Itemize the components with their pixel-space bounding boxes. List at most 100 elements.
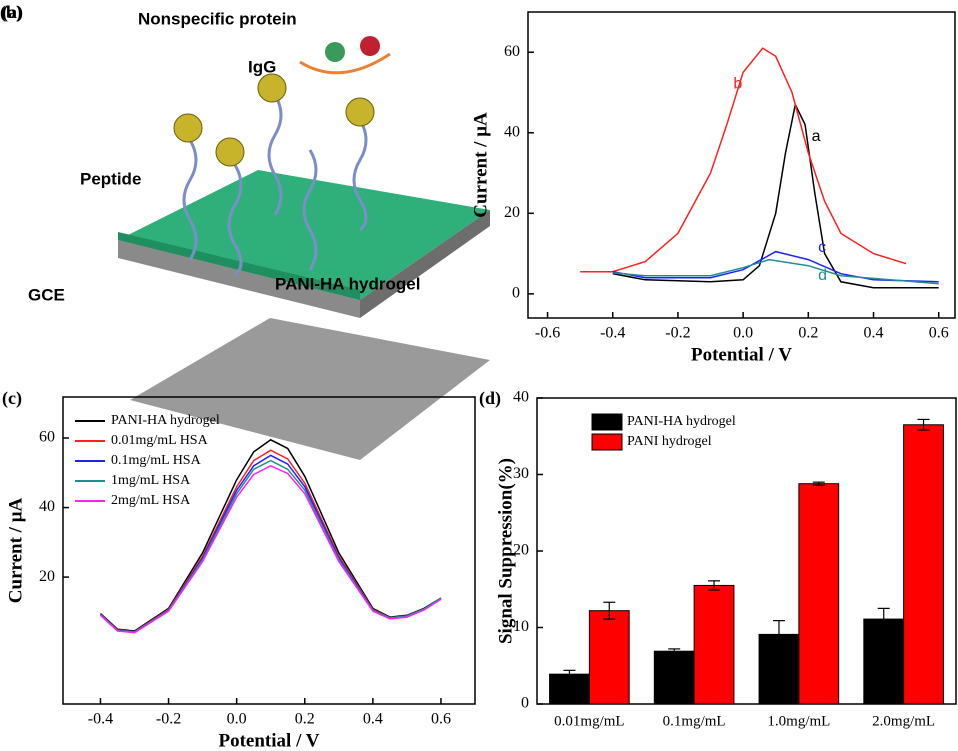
legend-label: 2mg/mL HSA bbox=[111, 493, 191, 508]
x-tick-label: 0.0 bbox=[733, 325, 753, 342]
x-axis-label: Potential / V bbox=[691, 344, 792, 365]
error-bar bbox=[877, 607, 890, 631]
y-tick-label: 40 bbox=[504, 123, 520, 140]
panel-label: (c) bbox=[2, 388, 22, 409]
legend-label: 0.1mg/mL HSA bbox=[111, 453, 202, 468]
y-tick-label: 0 bbox=[512, 285, 520, 302]
x-tick-label: -0.4 bbox=[600, 325, 625, 342]
y-tick-label: 30 bbox=[513, 465, 529, 482]
x-tick-label: 0.4 bbox=[363, 711, 383, 728]
line bbox=[612, 102, 939, 289]
line bbox=[99, 438, 442, 632]
label: PANI-HA hydrogel bbox=[275, 274, 420, 293]
x-tick-label: 1.0mg/mL bbox=[767, 713, 830, 729]
y-axis-label: Current / μA bbox=[5, 498, 26, 604]
peptide bbox=[267, 94, 283, 216]
curve-label: c bbox=[818, 239, 826, 256]
x-tick-label: 0.0 bbox=[227, 711, 247, 728]
igg bbox=[345, 97, 375, 127]
curve-label: d bbox=[818, 267, 827, 284]
legend-label: 0.01mg/mL HSA bbox=[111, 433, 209, 448]
label: IgG bbox=[248, 57, 276, 76]
panel-label: (b) bbox=[0, 2, 22, 23]
chart-panel: (d) 0 10 20 30 40 Signal Suppression(%) 0.01mg/… bbox=[479, 388, 957, 729]
arrow bbox=[299, 52, 391, 75]
plot-frame bbox=[527, 11, 956, 319]
y-tick-label: 60 bbox=[39, 429, 55, 446]
x-tick-label: -0.6 bbox=[535, 325, 560, 342]
hydrogel-edge bbox=[118, 232, 360, 300]
peptides bbox=[182, 94, 368, 277]
label: Nonspecific protein bbox=[138, 9, 297, 28]
bar bbox=[903, 424, 944, 705]
x-tick-label: 2.0mg/mL bbox=[872, 713, 935, 729]
x-tick-label: -0.2 bbox=[156, 711, 181, 728]
y-tick-label: 40 bbox=[39, 498, 55, 515]
line bbox=[612, 258, 939, 285]
curve-label: a bbox=[812, 128, 821, 145]
igg bbox=[257, 73, 287, 103]
bar bbox=[588, 610, 630, 705]
panel-label: (d) bbox=[479, 388, 501, 409]
base-side bbox=[118, 240, 360, 318]
line bbox=[99, 464, 442, 634]
error-bar bbox=[563, 669, 576, 679]
error-bar bbox=[668, 648, 681, 655]
y-tick-label: 60 bbox=[504, 43, 520, 60]
x-tick-label: 0.2 bbox=[295, 711, 315, 728]
label: GCE bbox=[28, 285, 65, 304]
igg bbox=[215, 137, 245, 167]
bar bbox=[863, 618, 905, 705]
error-bar bbox=[812, 481, 825, 486]
y-tick-label: 10 bbox=[513, 618, 529, 635]
chart-panel: (b) 0 20 40 60 Current / μA -0.6 -0.4 -0.2 0.0 0.2… bbox=[0, 2, 956, 365]
igg bbox=[173, 113, 203, 143]
hydrogel-top bbox=[118, 170, 490, 300]
igg-molecules bbox=[173, 73, 375, 167]
curve-label: b bbox=[733, 76, 742, 93]
gce-base bbox=[130, 318, 490, 460]
base-side-right bbox=[360, 210, 490, 318]
x-tick-label: 0.6 bbox=[431, 711, 451, 728]
legend-label: PANI hydrogel bbox=[627, 434, 712, 449]
x-tick-label: -0.4 bbox=[88, 711, 113, 728]
peptide bbox=[227, 164, 243, 277]
label: Peptide bbox=[80, 169, 141, 188]
x-tick-label: 0.2 bbox=[798, 325, 818, 342]
x-axis-label: Potential / V bbox=[219, 730, 320, 751]
bar bbox=[653, 650, 695, 705]
legend-swatch bbox=[591, 413, 623, 431]
error-bar bbox=[603, 601, 616, 620]
y-tick-label: 20 bbox=[513, 542, 529, 559]
peptide bbox=[182, 139, 198, 261]
y-axis-label: Signal Suppression(%) bbox=[495, 458, 516, 644]
peptide bbox=[302, 149, 318, 271]
y-tick-label: 40 bbox=[513, 389, 529, 406]
plot-frame bbox=[62, 396, 476, 705]
illustration: (a) Nonspecific protein IgG Peptide PANI… bbox=[2, 2, 490, 460]
panel-label: (a) bbox=[2, 2, 23, 23]
bar bbox=[798, 483, 840, 705]
error-bar bbox=[917, 418, 930, 431]
peptide bbox=[352, 119, 368, 232]
protein bbox=[325, 42, 345, 62]
y-axis-label: Current / μA bbox=[470, 112, 491, 218]
x-tick-label: 0.4 bbox=[864, 325, 884, 342]
legend-swatch bbox=[591, 433, 623, 451]
legend-label: PANI-HA hydrogel bbox=[627, 414, 736, 429]
y-tick-label: 0 bbox=[521, 695, 529, 712]
error-bar bbox=[772, 620, 785, 649]
chart-panel: (c) 20 40 60 Current / μA -0.4 -0.2 0.0 0.2 0.4 0.… bbox=[2, 388, 476, 751]
line bbox=[612, 250, 939, 283]
error-bar bbox=[708, 580, 721, 591]
line bbox=[580, 47, 907, 273]
x-tick-label: 0.6 bbox=[929, 325, 949, 342]
y-tick-label: 20 bbox=[504, 204, 520, 221]
legend-label: PANI-HA hydrogel bbox=[111, 413, 220, 428]
x-tick-label: -0.2 bbox=[665, 325, 690, 342]
y-tick-label: 20 bbox=[39, 568, 55, 585]
legend-label: 1mg/mL HSA bbox=[111, 473, 191, 488]
protein bbox=[360, 36, 380, 56]
